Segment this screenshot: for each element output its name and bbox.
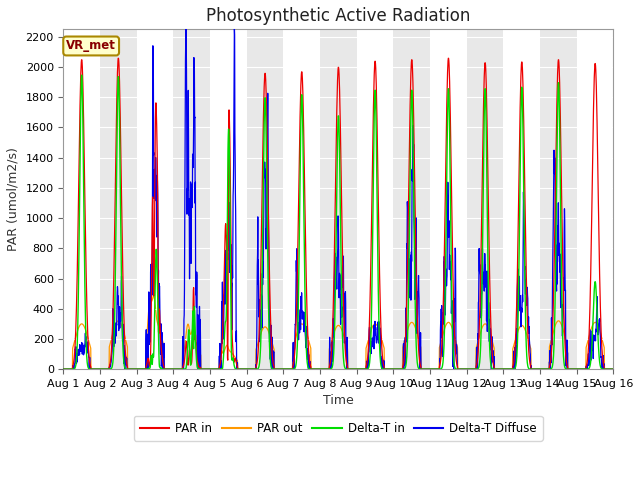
Bar bbox=[100, 29, 137, 369]
Bar bbox=[173, 29, 210, 369]
Bar bbox=[394, 29, 430, 369]
Bar bbox=[247, 29, 284, 369]
Bar bbox=[284, 29, 320, 369]
Bar bbox=[577, 29, 613, 369]
X-axis label: Time: Time bbox=[323, 395, 354, 408]
Bar bbox=[210, 29, 247, 369]
Bar bbox=[320, 29, 356, 369]
Bar bbox=[63, 29, 100, 369]
Bar bbox=[430, 29, 467, 369]
Bar bbox=[504, 29, 540, 369]
Bar bbox=[540, 29, 577, 369]
Legend: PAR in, PAR out, Delta-T in, Delta-T Diffuse: PAR in, PAR out, Delta-T in, Delta-T Dif… bbox=[134, 416, 543, 441]
Title: Photosynthetic Active Radiation: Photosynthetic Active Radiation bbox=[206, 7, 470, 25]
Y-axis label: PAR (umol/m2/s): PAR (umol/m2/s) bbox=[7, 147, 20, 251]
Text: VR_met: VR_met bbox=[66, 39, 116, 52]
Bar bbox=[467, 29, 504, 369]
Bar bbox=[137, 29, 173, 369]
Bar bbox=[356, 29, 394, 369]
